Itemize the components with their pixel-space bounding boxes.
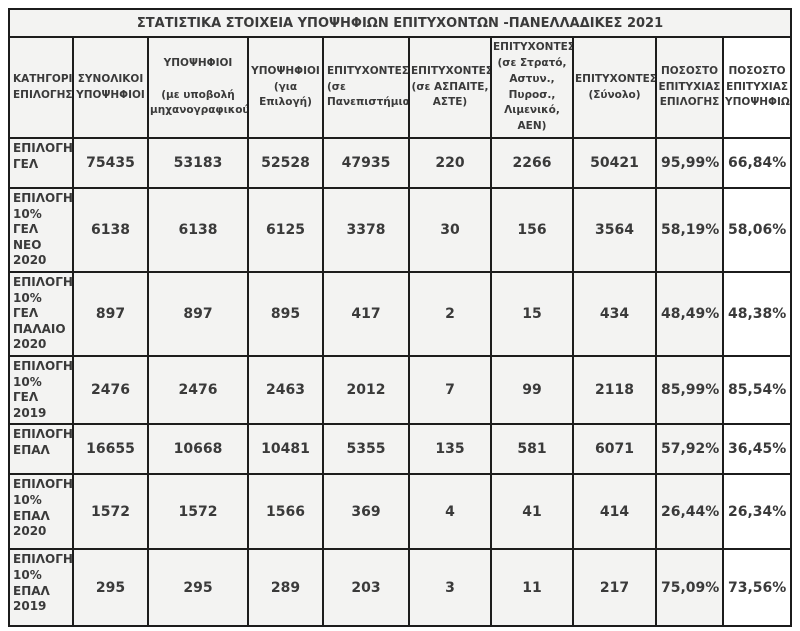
cell-total-candidates: 16655 — [72, 423, 149, 476]
col-header-success-rate-candidates: ΠΟΣΟΣΤΟ ΕΠΙΤΥΧΙΑΣ ΥΠΟΨΗΦΙΩΝ — [721, 36, 793, 139]
col-header-admitted-aspaite: ΕΠΙΤΥΧΟΝΤΕΣ (σε ΑΣΠΑΙΤΕ, ΑΣΤΕ) — [408, 36, 492, 139]
col-header-admitted-total: ΕΠΙΤΥΧΟΝΤΕΣ (Σύνολο) — [572, 36, 657, 139]
row-category: ΕΠΙΛΟΓΗ ΕΠΑΛ — [8, 423, 74, 476]
cell-admitted-total: 50421 — [572, 137, 657, 189]
cell-admitted-universities: 417 — [322, 270, 410, 357]
cell-admitted-military: 15 — [490, 270, 574, 357]
table-row: ΕΠΙΛΟΓΗ 10% ΓΕΛ 2019 2476 2476 2463 2012… — [8, 354, 793, 426]
cell-admitted-total: 6071 — [572, 423, 657, 476]
cell-candidates-application: 1572 — [147, 473, 249, 551]
cell-admitted-military: 581 — [490, 423, 574, 476]
cell-admitted-universities: 2012 — [322, 354, 410, 426]
cell-success-rate-selection: 58,19% — [655, 187, 724, 273]
table-title: ΣΤΑΤΙΣΤΙΚΑ ΣΤΟΙΧΕΙΑ ΥΠΟΨΗΦΙΩΝ ΕΠΙΤΥΧΟΝΤΩ… — [7, 8, 793, 38]
cell-candidates-selection: 1566 — [247, 473, 324, 551]
cell-total-candidates: 2476 — [72, 354, 149, 426]
cell-success-rate-selection: 57,92% — [655, 423, 724, 476]
table-row: ΕΠΙΛΟΓΗ 10% ΕΠΑΛ 2019 295 295 289 203 3 … — [8, 548, 793, 628]
cell-candidates-application: 2476 — [147, 354, 249, 426]
cell-success-rate-selection: 95,99% — [655, 137, 724, 189]
header-row: ΚΑΤΗΓΟΡΙΑ ΕΠΙΛΟΓΗΣ ΣΥΝΟΛΙΚΟΙ ΥΠΟΨΗΦΙΟΙ Υ… — [8, 36, 793, 139]
statistics-table: ΣΤΑΤΙΣΤΙΚΑ ΣΤΟΙΧΕΙΑ ΥΠΟΨΗΦΙΩΝ ΕΠΙΤΥΧΟΝΤΩ… — [7, 8, 793, 628]
col-header-candidates-application: ΥΠΟΨΗΦΙΟΙ (με υποβολή μηχανογραφικού) — [147, 36, 249, 139]
cell-admitted-total: 434 — [572, 270, 657, 357]
col-header-total-candidates: ΣΥΝΟΛΙΚΟΙ ΥΠΟΨΗΦΙΟΙ — [72, 36, 149, 139]
cell-admitted-universities: 47935 — [322, 137, 410, 189]
cell-success-rate-selection: 26,44% — [655, 473, 724, 551]
cell-admitted-universities: 3378 — [322, 187, 410, 273]
cell-admitted-universities: 5355 — [322, 423, 410, 476]
cell-candidates-selection: 289 — [247, 548, 324, 628]
cell-candidates-application: 6138 — [147, 187, 249, 273]
cell-candidates-application: 295 — [147, 548, 249, 628]
cell-admitted-aspaite: 135 — [408, 423, 492, 476]
cell-admitted-military: 99 — [490, 354, 574, 426]
table-row: ΕΠΙΛΟΓΗ 10% ΓΕΛ ΠΑΛΑΙΟ 2020 897 897 895 … — [8, 270, 793, 357]
cell-admitted-aspaite: 7 — [408, 354, 492, 426]
cell-success-rate-candidates: 66,84% — [721, 137, 793, 189]
cell-success-rate-candidates: 85,54% — [721, 354, 793, 426]
col-header-category: ΚΑΤΗΓΟΡΙΑ ΕΠΙΛΟΓΗΣ — [8, 36, 74, 139]
cell-candidates-application: 897 — [147, 270, 249, 357]
cell-admitted-military: 2266 — [490, 137, 574, 189]
table-row: ΕΠΙΛΟΓΗ ΓΕΛ 75435 53183 52528 47935 220 … — [8, 137, 793, 189]
col-header-candidates-selection: ΥΠΟΨΗΦΙΟΙ (για Επιλογή) — [247, 36, 324, 139]
cell-admitted-aspaite: 4 — [408, 473, 492, 551]
cell-admitted-total: 217 — [572, 548, 657, 628]
cell-admitted-total: 3564 — [572, 187, 657, 273]
cell-admitted-aspaite: 3 — [408, 548, 492, 628]
col-header-admitted-universities: ΕΠΙΤΥΧΟΝΤΕΣ (σε Πανεπιστήμια) — [322, 36, 410, 139]
cell-admitted-universities: 203 — [322, 548, 410, 628]
row-category: ΕΠΙΛΟΓΗ ΓΕΛ — [8, 137, 74, 189]
table-row: ΕΠΙΛΟΓΗ ΕΠΑΛ 16655 10668 10481 5355 135 … — [8, 423, 793, 476]
cell-admitted-military: 41 — [490, 473, 574, 551]
cell-candidates-selection: 6125 — [247, 187, 324, 273]
cell-success-rate-selection: 75,09% — [655, 548, 724, 628]
cell-candidates-selection: 2463 — [247, 354, 324, 426]
cell-candidates-selection: 10481 — [247, 423, 324, 476]
cell-total-candidates: 75435 — [72, 137, 149, 189]
row-category: ΕΠΙΛΟΓΗ 10% ΓΕΛ ΝΕΟ 2020 — [8, 187, 74, 273]
row-category: ΕΠΙΛΟΓΗ 10% ΓΕΛ 2019 — [8, 354, 74, 426]
cell-success-rate-selection: 85,99% — [655, 354, 724, 426]
cell-success-rate-candidates: 26,34% — [721, 473, 793, 551]
cell-success-rate-candidates: 58,06% — [721, 187, 793, 273]
cell-success-rate-candidates: 73,56% — [721, 548, 793, 628]
row-category: ΕΠΙΛΟΓΗ 10% ΕΠΑΛ 2020 — [8, 473, 74, 551]
cell-admitted-military: 11 — [490, 548, 574, 628]
cell-total-candidates: 295 — [72, 548, 149, 628]
col-header-admitted-military: ΕΠΙΤΥΧΟΝΤΕΣ (σε Στρατό, Αστυν., Πυροσ., … — [490, 36, 574, 139]
row-category: ΕΠΙΛΟΓΗ 10% ΓΕΛ ΠΑΛΑΙΟ 2020 — [8, 270, 74, 357]
cell-admitted-universities: 369 — [322, 473, 410, 551]
cell-total-candidates: 897 — [72, 270, 149, 357]
cell-total-candidates: 1572 — [72, 473, 149, 551]
cell-candidates-selection: 52528 — [247, 137, 324, 189]
cell-success-rate-selection: 48,49% — [655, 270, 724, 357]
cell-candidates-application: 53183 — [147, 137, 249, 189]
cell-admitted-total: 414 — [572, 473, 657, 551]
title-row: ΣΤΑΤΙΣΤΙΚΑ ΣΤΟΙΧΕΙΑ ΥΠΟΨΗΦΙΩΝ ΕΠΙΤΥΧΟΝΤΩ… — [7, 8, 793, 38]
cell-admitted-total: 2118 — [572, 354, 657, 426]
cell-candidates-application: 10668 — [147, 423, 249, 476]
col-header-success-rate-selection: ΠΟΣΟΣΤΟ ΕΠΙΤΥΧΙΑΣ ΕΠΙΛΟΓΗΣ — [655, 36, 724, 139]
cell-success-rate-candidates: 36,45% — [721, 423, 793, 476]
table-row: ΕΠΙΛΟΓΗ 10% ΓΕΛ ΝΕΟ 2020 6138 6138 6125 … — [8, 187, 793, 273]
table-row: ΕΠΙΛΟΓΗ 10% ΕΠΑΛ 2020 1572 1572 1566 369… — [8, 473, 793, 551]
cell-admitted-aspaite: 2 — [408, 270, 492, 357]
cell-candidates-selection: 895 — [247, 270, 324, 357]
cell-total-candidates: 6138 — [72, 187, 149, 273]
cell-admitted-military: 156 — [490, 187, 574, 273]
cell-success-rate-candidates: 48,38% — [721, 270, 793, 357]
row-category: ΕΠΙΛΟΓΗ 10% ΕΠΑΛ 2019 — [8, 548, 74, 628]
cell-admitted-aspaite: 30 — [408, 187, 492, 273]
cell-admitted-aspaite: 220 — [408, 137, 492, 189]
